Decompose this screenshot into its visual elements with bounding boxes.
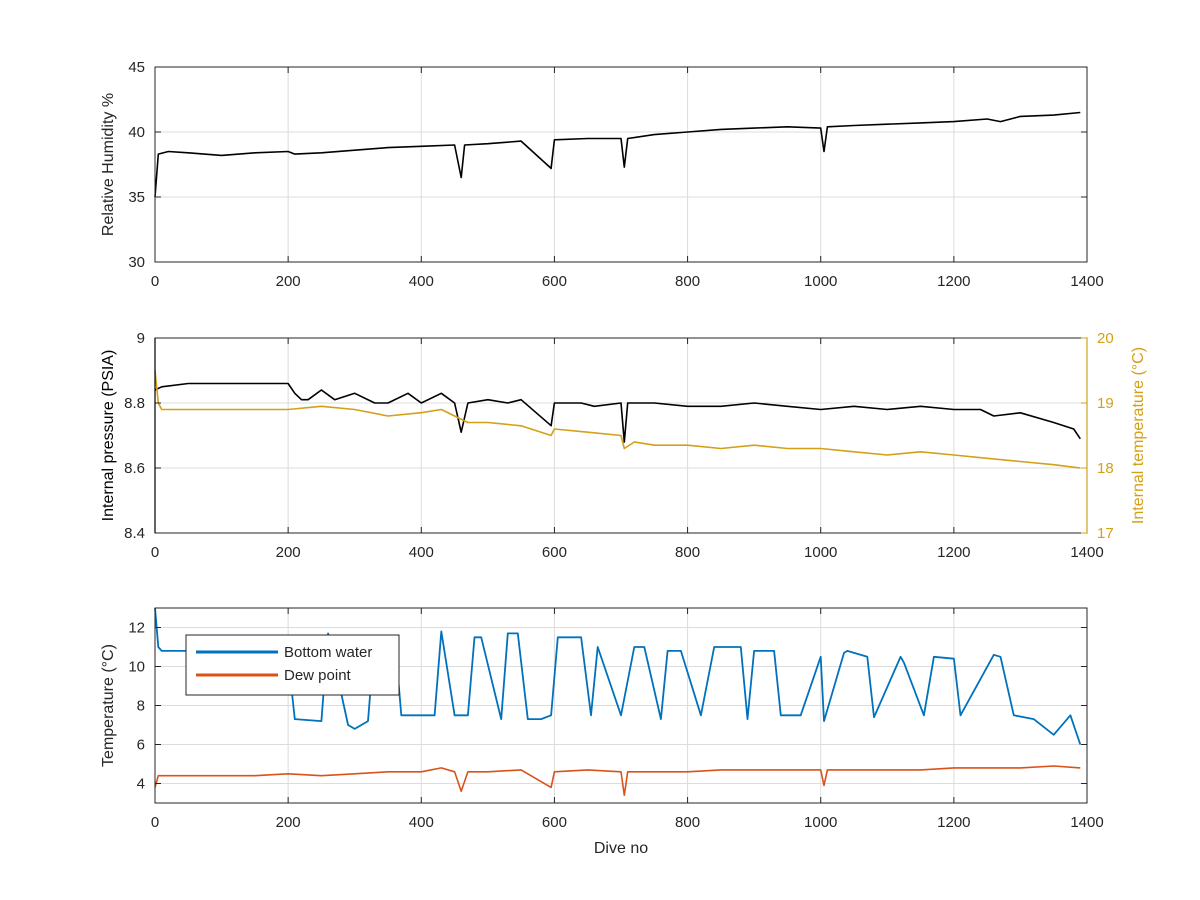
x-tick-label: 600: [542, 814, 567, 831]
x-tick-label: 0: [151, 814, 159, 831]
y-axis-label: Internal pressure (PSIA): [100, 350, 117, 522]
y-tick-label: 45: [128, 59, 145, 76]
x-tick-label: 1400: [1070, 273, 1103, 290]
x-tick-label: 1200: [937, 814, 970, 831]
y2-tick-label: 17: [1097, 525, 1114, 542]
series-line-bottom-water: [154, 607, 1082, 745]
x-tick-label: 200: [276, 814, 301, 831]
y-tick-label: 8.6: [124, 460, 145, 477]
y2-tick-label: 20: [1097, 330, 1114, 347]
x-axis-label: Dive no: [594, 840, 648, 857]
x-tick-label: 200: [276, 273, 301, 290]
x-tick-label: 800: [675, 273, 700, 290]
legend-box: [185, 634, 400, 696]
series-line-panel1-1: [154, 111, 1081, 198]
y2-tick-label: 19: [1097, 395, 1114, 412]
x-tick-label: 1400: [1070, 814, 1103, 831]
x-tick-label: 400: [409, 544, 434, 561]
y-tick-label: 12: [128, 620, 145, 637]
x-tick-label: 600: [542, 273, 567, 290]
y-tick-label: 40: [128, 124, 145, 141]
plot-frame: [154, 66, 1088, 263]
chart-panel-1: 0 200 400 600 800 1000 1200 1400 30 35 40 45 Relativ…: [100, 59, 1104, 290]
x-tick-label: 200: [276, 544, 301, 561]
y-tick-label: 10: [128, 659, 145, 676]
x-tick-label: 800: [675, 814, 700, 831]
legend-label: Bottom water: [284, 644, 372, 661]
series-line-panel2-1: [154, 382, 1081, 443]
y2-axis-label: Internal temperature (°C): [1130, 347, 1147, 524]
y-tick-label: 8: [137, 698, 145, 715]
x-tick-label: 400: [409, 273, 434, 290]
series-line-panel2-2: [154, 370, 1081, 469]
chart-panel-3: 0 200 400 600 800 1000 1200 1400 4 6 8 10 12 Temperat…: [100, 607, 1104, 857]
x-tick-label: 1000: [804, 814, 837, 831]
x-tick-label: 0: [151, 273, 159, 290]
y-tick-label: 6: [137, 737, 145, 754]
legend-label: Dew point: [284, 667, 352, 684]
chart-panel-2: 0 200 400 600 800 1000 1200 1400 8.4 8.6 8.8 9 Inter…: [100, 330, 1147, 561]
x-tick-label: 0: [151, 544, 159, 561]
x-tick-label: 1200: [937, 544, 970, 561]
y-tick-label: 4: [137, 776, 145, 793]
y-tick-label: 30: [128, 254, 145, 271]
series-line-dew-point: [154, 765, 1081, 797]
y2-tick-label: 18: [1097, 460, 1114, 477]
x-tick-label: 400: [409, 814, 434, 831]
x-tick-label: 1400: [1070, 544, 1103, 561]
x-tick-label: 600: [542, 544, 567, 561]
x-tick-label: 1000: [804, 273, 837, 290]
x-tick-label: 800: [675, 544, 700, 561]
legend: Bottom water Dew point: [185, 634, 400, 696]
y-tick-label: 8.8: [124, 395, 145, 412]
y-tick-label: 35: [128, 189, 145, 206]
x-tick-label: 1000: [804, 544, 837, 561]
x-tick-label: 1200: [937, 273, 970, 290]
y-axis-label: Temperature (°C): [100, 644, 117, 767]
y-tick-label: 8.4: [124, 525, 145, 542]
y-tick-label: 9: [137, 330, 145, 347]
y-axis-label: Relative Humidity %: [100, 93, 117, 236]
